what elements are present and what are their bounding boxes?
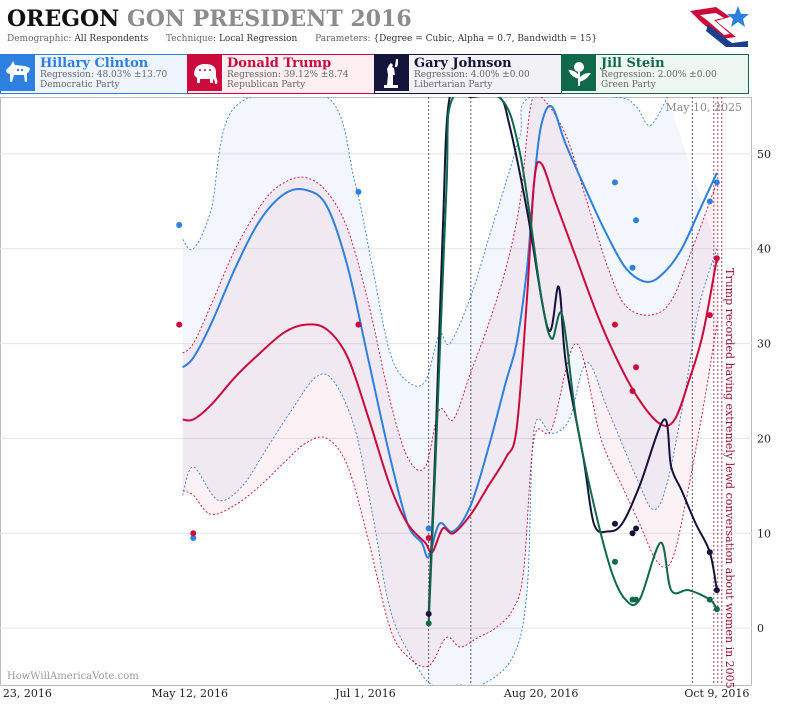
johnson-name: Gary Johnson [414,56,512,71]
johnson-regression: Regression: 4.00% ±0.00 [414,70,530,80]
poll-point [633,364,640,371]
stein-regression: Regression: 2.00% ±0.00 [601,70,717,80]
poll-point [629,530,636,537]
poll-point [706,198,713,205]
plot-area [0,97,752,685]
band-lower-line [182,324,718,668]
x-tick-label: Mar 23, 2016 [0,687,52,700]
stein-party: Green Party [601,80,656,90]
x-tick-label: Oct 9, 2016 [684,687,749,700]
title-state: OREGON [7,6,120,32]
poll-point [355,188,362,195]
poll-point [713,606,720,613]
poll-point [713,255,720,262]
elephant-icon [188,55,223,91]
poll-point [713,179,720,186]
y-tick-label: 40 [757,243,771,256]
clinton-regression: Regression: 48.03% ±13.70 [40,70,168,80]
parameters-value: {Degree = Cubic, Alpha = 0.7, Bandwidth … [373,34,598,44]
parameters-label: Parameters: [315,34,371,44]
poll-point [425,535,432,541]
poll-point [611,520,618,527]
poll-point [190,530,197,537]
poll-point [706,312,713,319]
poll-point [706,549,713,556]
poll-point [633,596,640,603]
title-rest: GON PRESIDENT 2016 [126,6,412,32]
candidate-box-clinton: Hillary Clinton Regression: 48.03% ±13.7… [0,54,188,94]
y-tick-label: 50 [757,148,771,161]
clinton-name: Hillary Clinton [40,56,149,71]
johnson-party: Libertarian Party [414,80,493,90]
y-tick-label: 30 [757,338,771,351]
poll-point [190,535,197,541]
poll-point [425,610,432,617]
poll-point [176,222,183,229]
poll-point [355,321,362,328]
band-upper-line [182,97,718,471]
poll-point [629,388,636,394]
poll-point [611,558,618,565]
poll-point [176,321,183,328]
site-logo [690,6,749,47]
poll-point [611,321,618,328]
technique-label: Technique: [166,34,217,44]
poll-point [633,525,640,532]
trump-regression: Regression: 39.12% ±8.74 [227,70,349,80]
poll-point [611,179,618,186]
x-tick-label: Jul 1, 2016 [334,687,396,700]
band-upper-line [182,97,669,387]
regression-line [427,97,718,624]
donkey-icon [1,55,36,91]
poll-point [713,587,720,594]
poll-point [425,525,432,532]
trump-name: Donald Trump [227,56,332,71]
confidence-band [182,97,717,685]
x-tick-label: Aug 20, 2016 [503,687,579,700]
rose-icon [562,55,597,91]
y-tick-label: 10 [757,527,771,540]
poll-point [629,264,636,271]
candidate-box-johnson: Gary Johnson Regression: 4.00% ±0.00 Lib… [374,54,562,94]
parameters-line: Demographic: All Respondents Technique: … [7,34,597,44]
y-tick-label: 20 [757,432,771,445]
trump-party: Republican Party [227,80,306,90]
technique-value: Local Regression [218,34,298,44]
confidence-band [182,97,717,667]
regression-line [182,160,718,554]
poll-point [425,620,432,627]
event-annotation: Trump recorded having extremely lewd con… [723,268,736,689]
demographic-label: Demographic: [7,34,72,44]
statue-of-liberty-icon [375,55,410,91]
date-label: May 10, 2025 [665,101,742,114]
poll-point [706,596,713,603]
regression-line [427,97,718,614]
poll-point [633,217,640,224]
x-tick-label: May 12, 2016 [151,687,228,700]
demographic-value: All Respondents [74,34,149,44]
y-tick-label: 0 [757,622,764,635]
watermark-text: HowWillAmericaVote.com [7,671,139,682]
chart-title: OREGON GON PRESIDENT 2016 [7,6,412,32]
candidate-box-stein: Jill Stein Regression: 2.00% ±0.00 Green… [561,54,749,94]
regression-line [182,104,718,559]
candidate-box-trump: Donald Trump Regression: 39.12% ±8.74 Re… [187,54,375,94]
clinton-party: Democratic Party [40,80,120,90]
stein-name: Jill Stein [601,56,665,71]
